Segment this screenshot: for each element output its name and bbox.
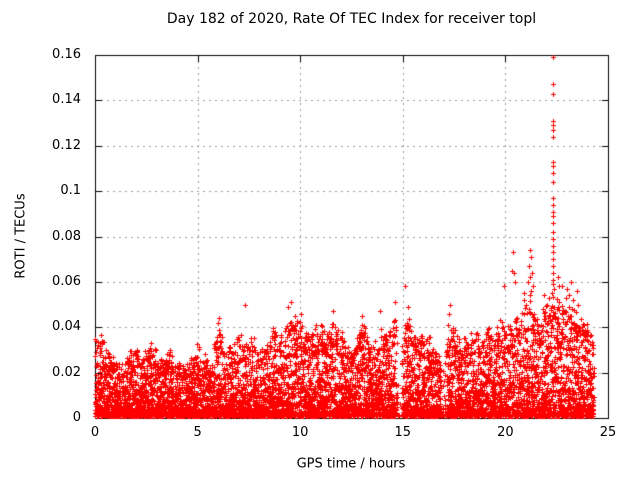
x-tick-label: 5: [193, 425, 202, 440]
x-tick-label: 0: [90, 425, 100, 440]
y-tick-label: 0.06: [52, 273, 81, 289]
y-tick-label: 0.02: [52, 364, 81, 380]
y-tick-label: 0.16: [52, 47, 81, 62]
y-tick-label: 0.04: [52, 319, 81, 335]
x-tick-label: 25: [599, 425, 617, 440]
y-tick-label: 0.14: [52, 92, 81, 108]
y-tick-label: 0.1: [60, 183, 81, 199]
y-tick-label: 0: [72, 410, 81, 425]
y-tick-label: 0.12: [52, 137, 81, 153]
x-axis-label: GPS time / hours: [296, 456, 406, 472]
x-tick-label: 20: [497, 425, 514, 440]
chart-title: Day 182 of 2020, Rate Of TEC Index for r…: [166, 11, 537, 27]
x-tick-label: 15: [394, 425, 412, 440]
x-tick-label: 10: [291, 425, 309, 440]
y-tick-label: 0.08: [52, 228, 81, 244]
